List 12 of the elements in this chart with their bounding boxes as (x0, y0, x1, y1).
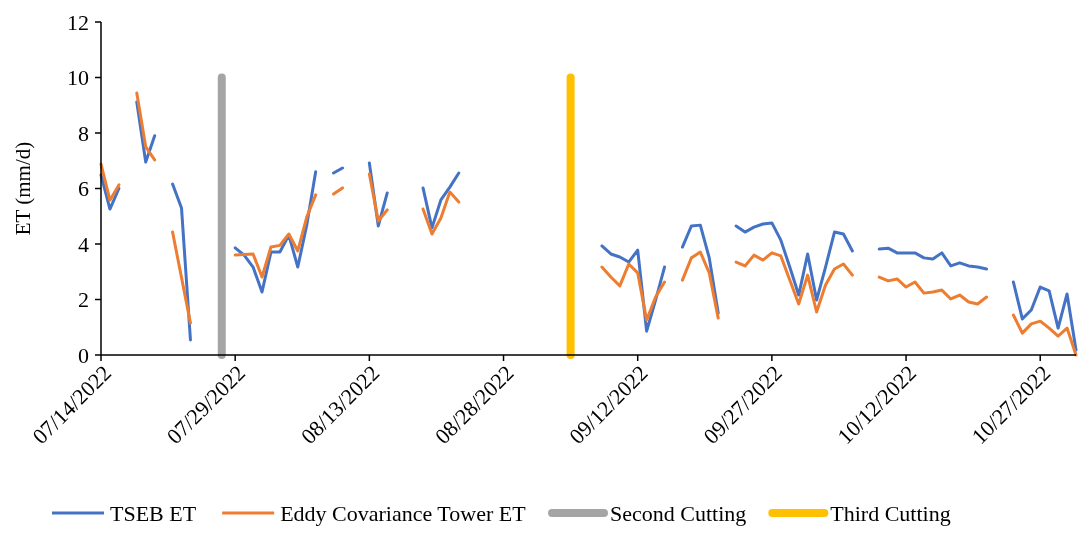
legend-label: Second Cutting (610, 500, 747, 526)
legend-label: TSEB ET (110, 500, 197, 526)
y-tick-label: 0 (78, 342, 89, 368)
legend-label: Third Cutting (830, 500, 951, 526)
y-tick-label: 10 (67, 65, 89, 91)
y-tick-label: 8 (78, 120, 89, 146)
y-axis-title: ET (mm/d) (11, 141, 35, 236)
y-tick-label: 4 (78, 231, 89, 257)
legend-label: Eddy Covariance Tower ET (280, 500, 527, 526)
y-tick-label: 2 (78, 287, 89, 313)
y-tick-label: 12 (67, 9, 89, 35)
y-tick-label: 6 (78, 176, 89, 202)
